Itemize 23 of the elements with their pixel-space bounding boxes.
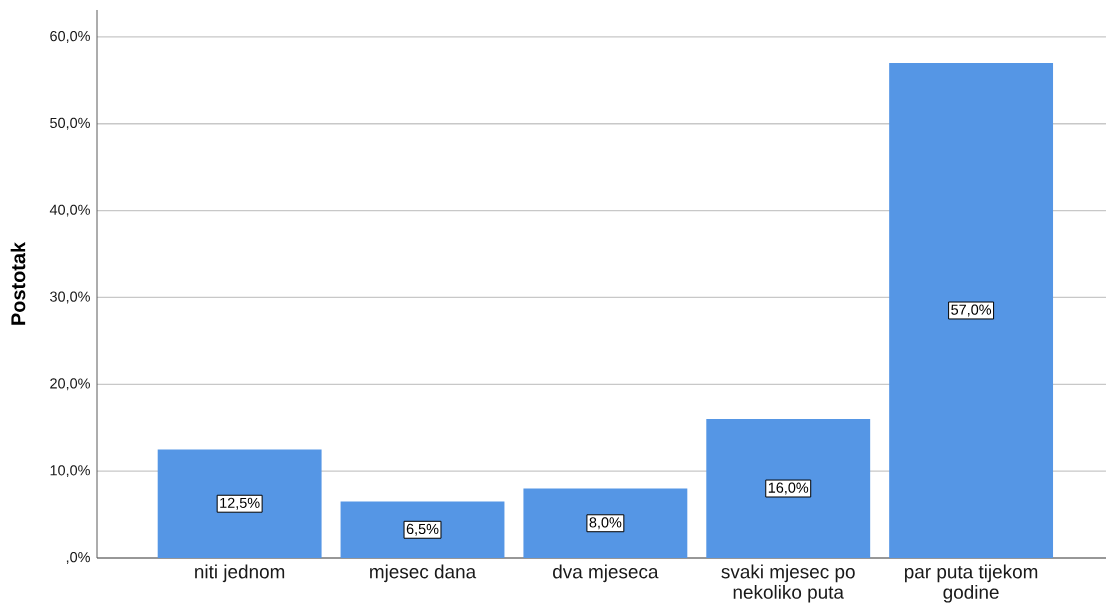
y-tick-label: 10,0% (50, 465, 90, 478)
data-label: 12,5% (220, 497, 260, 510)
y-tick-label: ,0% (66, 552, 90, 564)
bar (889, 62, 1054, 558)
y-tick-label: 60,0% (50, 30, 90, 43)
y-tick-label: 30,0% (50, 291, 90, 304)
bar (706, 419, 871, 558)
x-tick-label: niti jednom (195, 564, 285, 583)
x-tick-label: svaki mjesec po nekoliko puta (721, 564, 855, 603)
data-label: 6,5% (406, 523, 439, 536)
x-tick-label: dva mjeseca (553, 564, 659, 583)
data-label: 57,0% (951, 304, 992, 317)
data-label: 8,0% (589, 517, 622, 530)
y-tick-label: 50,0% (50, 117, 90, 130)
y-axis-title: Postotak (10, 241, 26, 325)
x-tick-label: mjesec dana (370, 564, 477, 583)
bar (157, 449, 322, 558)
y-tick-label: 40,0% (49, 204, 90, 217)
x-tick-label: par puta tijekom godine (904, 564, 1038, 603)
bar (340, 501, 505, 558)
y-tick-label: 20,0% (50, 378, 90, 391)
data-label: 16,0% (768, 482, 809, 495)
bar (523, 488, 688, 558)
